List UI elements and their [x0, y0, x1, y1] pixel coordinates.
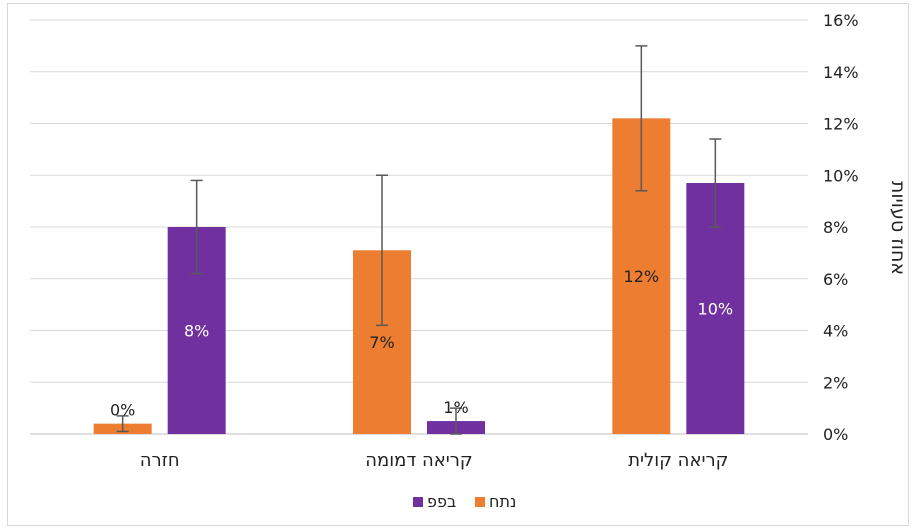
y-tick-label: 4%	[823, 322, 848, 341]
y-axis-title: אחוז טעויות	[887, 181, 909, 275]
y-tick-label: 14%	[823, 63, 859, 82]
y-tick-label: 16%	[823, 11, 859, 30]
legend-label: נתח	[489, 492, 516, 511]
chart-area	[7, 3, 909, 526]
data-label: 1%	[443, 398, 468, 417]
y-tick-label: 12%	[823, 115, 859, 134]
legend-label: בפפ	[427, 492, 456, 511]
category-label: קריאה קולית	[628, 450, 728, 471]
data-label: 0%	[110, 401, 135, 420]
y-tick-label: 6%	[823, 270, 848, 289]
category-label: חזרה	[140, 450, 180, 471]
legend-swatch	[475, 497, 485, 507]
legend-swatch	[413, 497, 423, 507]
data-label: 8%	[184, 322, 209, 341]
y-tick-label: 2%	[823, 373, 848, 392]
data-label: 10%	[698, 300, 734, 319]
data-label: 7%	[369, 333, 394, 352]
category-label: קריאה דמומה	[365, 450, 472, 471]
y-tick-label: 0%	[823, 425, 848, 444]
y-tick-label: 10%	[823, 166, 859, 185]
data-label: 12%	[624, 267, 660, 286]
y-tick-label: 8%	[823, 218, 848, 237]
